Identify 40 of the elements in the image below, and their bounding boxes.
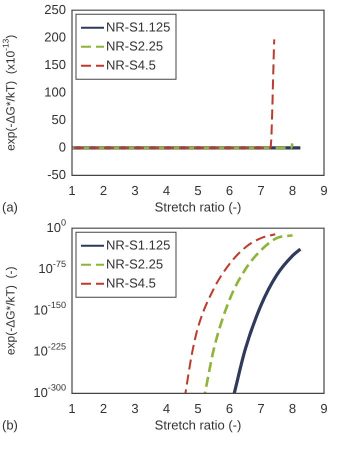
y-tick-label: 150 <box>44 56 66 72</box>
x-tick-label: 4 <box>162 400 170 416</box>
x-tick-label: 2 <box>100 182 108 198</box>
y-tick-label: 50 <box>52 112 66 127</box>
line-series <box>232 248 302 394</box>
x-tick-label: 5 <box>194 400 202 416</box>
y-axis-title: exp(-ΔG*/kT) (-) <box>3 266 18 356</box>
x-tick-label: 6 <box>226 182 234 198</box>
x-tick-label: 7 <box>257 400 265 416</box>
legend-label: NR-S1.125 <box>106 237 170 252</box>
y-axis-title: exp(-ΔG*/kT) (x10-13) <box>0 34 18 151</box>
y-tick-label: 0 <box>58 139 66 154</box>
x-tick-label: 9 <box>320 182 328 198</box>
y-tick-label: 250 <box>44 2 66 17</box>
x-tick-label: 4 <box>162 182 170 198</box>
legend-label: NR-S1.125 <box>106 19 170 34</box>
x-axis-title: Stretch ratio (-) <box>154 200 242 215</box>
x-tick-label: 9 <box>320 400 328 416</box>
x-tick-label: 5 <box>194 182 202 198</box>
x-tick-label: 3 <box>131 400 139 416</box>
y-tick-label: 100 <box>44 84 66 100</box>
x-tick-label: 1 <box>68 182 76 198</box>
line-series <box>184 233 276 394</box>
text: (a) <box>2 200 18 215</box>
x-tick-label: 7 <box>257 182 265 198</box>
x-axis-title: Stretch ratio (-) <box>154 418 242 433</box>
legend-label: NR-S2.25 <box>106 38 164 54</box>
legend-label: NR-S4.5 <box>106 275 156 290</box>
x-tick-label: 6 <box>226 400 234 416</box>
y-tick-label: -50 <box>47 166 66 182</box>
x-tick-label: 8 <box>288 182 296 198</box>
text: (b) <box>2 418 18 433</box>
legend-label: NR-S2.25 <box>106 256 164 272</box>
x-tick-label: 8 <box>288 400 296 416</box>
x-tick-label: 1 <box>68 400 76 416</box>
legend-label: NR-S4.5 <box>106 57 156 72</box>
x-tick-label: 3 <box>131 182 139 198</box>
line-series <box>204 234 294 394</box>
x-tick-label: 2 <box>100 400 108 416</box>
y-tick-label: 200 <box>44 29 66 44</box>
